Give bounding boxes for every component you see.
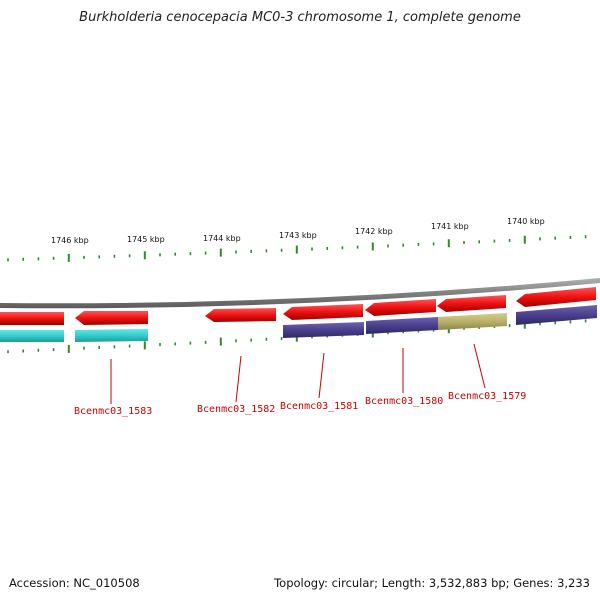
kbp-label: 1741 kbp bbox=[431, 222, 469, 231]
gene-label[interactable]: Bcenmc03_1581 bbox=[280, 401, 358, 412]
cds-bar[interactable] bbox=[0, 330, 64, 342]
cds-bars bbox=[0, 305, 597, 342]
gene-label[interactable]: Bcenmc03_1582 bbox=[197, 404, 275, 415]
kbp-label: 1744 kbp bbox=[203, 234, 241, 243]
gene-arrow[interactable] bbox=[283, 304, 363, 320]
gene-arrow[interactable] bbox=[0, 312, 64, 325]
leader-line bbox=[235, 355, 242, 403]
cds-bar[interactable] bbox=[366, 317, 438, 334]
gene-arrow[interactable] bbox=[365, 299, 436, 316]
ruler-labels: 1746 kbp 1745 kbp 1744 kbp 1743 kbp 1742… bbox=[51, 217, 545, 245]
leader-line bbox=[318, 352, 325, 399]
gene-label-leaders bbox=[110, 343, 486, 404]
cds-bar[interactable] bbox=[283, 322, 364, 338]
kbp-label: 1743 kbp bbox=[279, 231, 317, 240]
kbp-label: 1745 kbp bbox=[127, 235, 165, 244]
gene-arrow[interactable] bbox=[437, 295, 506, 312]
page-title: Burkholderia cenocepacia MC0-3 chromosom… bbox=[79, 10, 521, 25]
gene-arrow[interactable] bbox=[75, 311, 148, 325]
genome-backbone bbox=[0, 278, 600, 309]
gene-arrow[interactable] bbox=[205, 308, 276, 322]
cds-bar[interactable] bbox=[75, 329, 148, 342]
gene-arrows bbox=[0, 287, 596, 325]
gene-label[interactable]: Bcenmc03_1580 bbox=[365, 396, 443, 407]
gene-labels: Bcenmc03_1583 Bcenmc03_1582 Bcenmc03_158… bbox=[74, 391, 526, 417]
kbp-label: 1740 kbp bbox=[507, 217, 545, 226]
kbp-label: 1742 kbp bbox=[355, 227, 393, 236]
gene-label[interactable]: Bcenmc03_1583 bbox=[74, 406, 152, 417]
gene-arrow[interactable] bbox=[516, 287, 596, 307]
leader-line bbox=[473, 343, 486, 389]
cds-bar[interactable] bbox=[516, 305, 597, 325]
ruler-ticks-upper bbox=[7, 235, 587, 262]
kbp-label: 1746 kbp bbox=[51, 236, 89, 245]
cds-bar[interactable] bbox=[438, 313, 507, 330]
genome-summary: Topology: circular; Length: 3,532,883 bp… bbox=[274, 576, 590, 590]
gene-label[interactable]: Bcenmc03_1579 bbox=[448, 391, 526, 402]
accession-label: Accession: NC_010508 bbox=[9, 576, 140, 590]
